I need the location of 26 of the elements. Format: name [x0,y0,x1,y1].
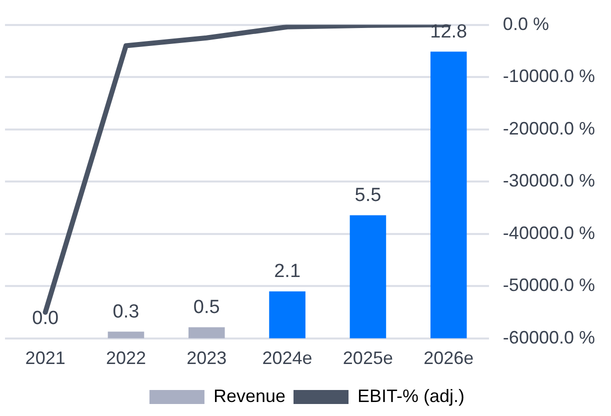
data-label: 2.1 [274,261,301,282]
bar [108,332,144,338]
y2-tick-label: -60000.0 % [502,327,596,348]
y2-tick-label: -30000.0 % [502,170,596,191]
bar [188,327,225,338]
y2-tick-label: -20000.0 % [502,118,596,138]
y2-tick-label: 0.0 % [502,14,549,34]
legend-label: EBIT-% (adj.) [358,386,465,406]
data-label: 0.3 [112,301,140,322]
data-label: 5.5 [354,184,382,206]
x-tick-label: 2022 [106,348,146,368]
x-tick-label: 2024e [262,348,312,368]
data-label: 0.5 [193,296,220,318]
x-tick-label: 2021 [25,348,66,368]
bar [430,52,467,338]
data-label: 0.0 [32,308,59,330]
x-tick-label: 2026e [424,348,474,368]
bar [350,215,386,338]
y2-tick-label: -10000.0 % [502,66,596,86]
legend-label: Revenue [213,386,286,406]
y2-tick-label: -40000.0 % [502,222,596,243]
x-tick-label: 2025e [342,348,393,368]
x-tick-label: 2023 [186,348,227,368]
data-label: 12.8 [430,21,468,42]
y2-tick-label: -50000.0 % [502,275,596,296]
bar [269,291,306,338]
